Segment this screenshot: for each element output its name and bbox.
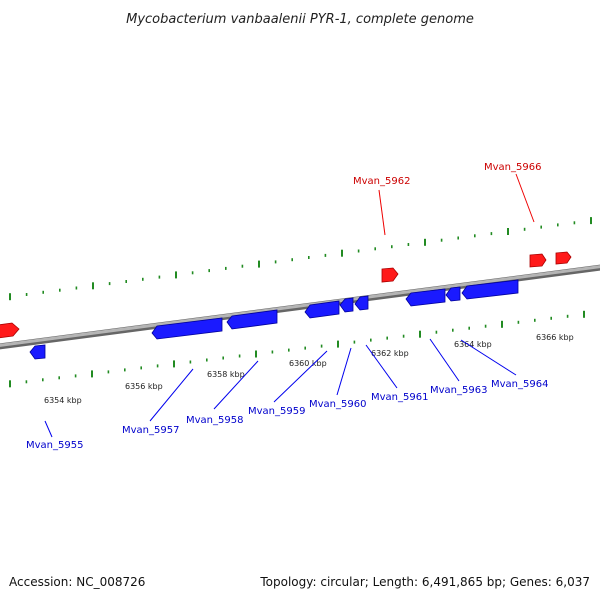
scale-label: 6364 kbp bbox=[454, 340, 492, 349]
reverse-genes bbox=[29, 279, 519, 360]
gene-arrow-forward[interactable] bbox=[555, 251, 572, 265]
gene-label-reverse[interactable]: Mvan_5955 bbox=[26, 440, 83, 451]
scale-label: 6354 kbp bbox=[44, 396, 82, 405]
gene-label-reverse[interactable]: Mvan_5957 bbox=[122, 425, 179, 436]
map-title: Mycobacterium vanbaalenii PYR-1, complet… bbox=[126, 12, 474, 27]
gene-arrow-reverse[interactable] bbox=[405, 288, 446, 307]
gene-label-forward[interactable]: Mvan_5962 bbox=[353, 176, 410, 187]
gene-arrow-reverse[interactable] bbox=[304, 300, 340, 319]
gene-label-reverse[interactable]: Mvan_5963 bbox=[430, 385, 487, 396]
gene-arrow-reverse[interactable] bbox=[29, 344, 46, 360]
gene-label-reverse[interactable]: Mvan_5959 bbox=[248, 406, 305, 417]
gene-arrow-forward[interactable] bbox=[381, 267, 399, 283]
gene-label-forward[interactable]: Mvan_5966 bbox=[484, 162, 541, 173]
gene-label-reverse[interactable]: Mvan_5960 bbox=[309, 399, 366, 410]
gene-label-leaders bbox=[44, 173, 535, 438]
scale-label: 6362 kbp bbox=[371, 349, 409, 358]
genome-backbone bbox=[0, 264, 600, 350]
forward-tick-track bbox=[9, 217, 592, 301]
gene-arrow-reverse[interactable] bbox=[354, 295, 369, 311]
gene-labels: Mvan_5962 Mvan_5966 Mvan_5955 Mvan_5957 … bbox=[26, 162, 548, 451]
gene-arrow-forward[interactable] bbox=[0, 322, 20, 339]
scale-labels: 6354 kbp 6356 kbp 6358 kbp 6360 kbp 6362… bbox=[44, 333, 574, 405]
gene-label-reverse[interactable]: Mvan_5958 bbox=[186, 415, 243, 426]
scale-label: 6356 kbp bbox=[125, 382, 163, 391]
gene-arrow-reverse[interactable] bbox=[461, 279, 519, 300]
gene-arrow-reverse[interactable] bbox=[151, 317, 223, 340]
scale-label: 6360 kbp bbox=[289, 359, 327, 368]
gene-arrow-forward[interactable] bbox=[529, 253, 547, 268]
forward-genes bbox=[0, 251, 572, 339]
reverse-tick-track bbox=[9, 310, 585, 388]
gene-arrow-reverse[interactable] bbox=[339, 297, 354, 313]
gene-label-reverse[interactable]: Mvan_5964 bbox=[491, 379, 548, 390]
genome-summary-text: Topology: circular; Length: 6,491,865 bp… bbox=[259, 575, 590, 589]
scale-label: 6366 kbp bbox=[536, 333, 574, 342]
gene-arrow-reverse[interactable] bbox=[445, 286, 461, 302]
accession-text: Accession: NC_008726 bbox=[9, 575, 145, 589]
scale-label: 6358 kbp bbox=[207, 370, 245, 379]
gene-label-reverse[interactable]: Mvan_5961 bbox=[371, 392, 428, 403]
gene-arrow-reverse[interactable] bbox=[226, 309, 278, 330]
